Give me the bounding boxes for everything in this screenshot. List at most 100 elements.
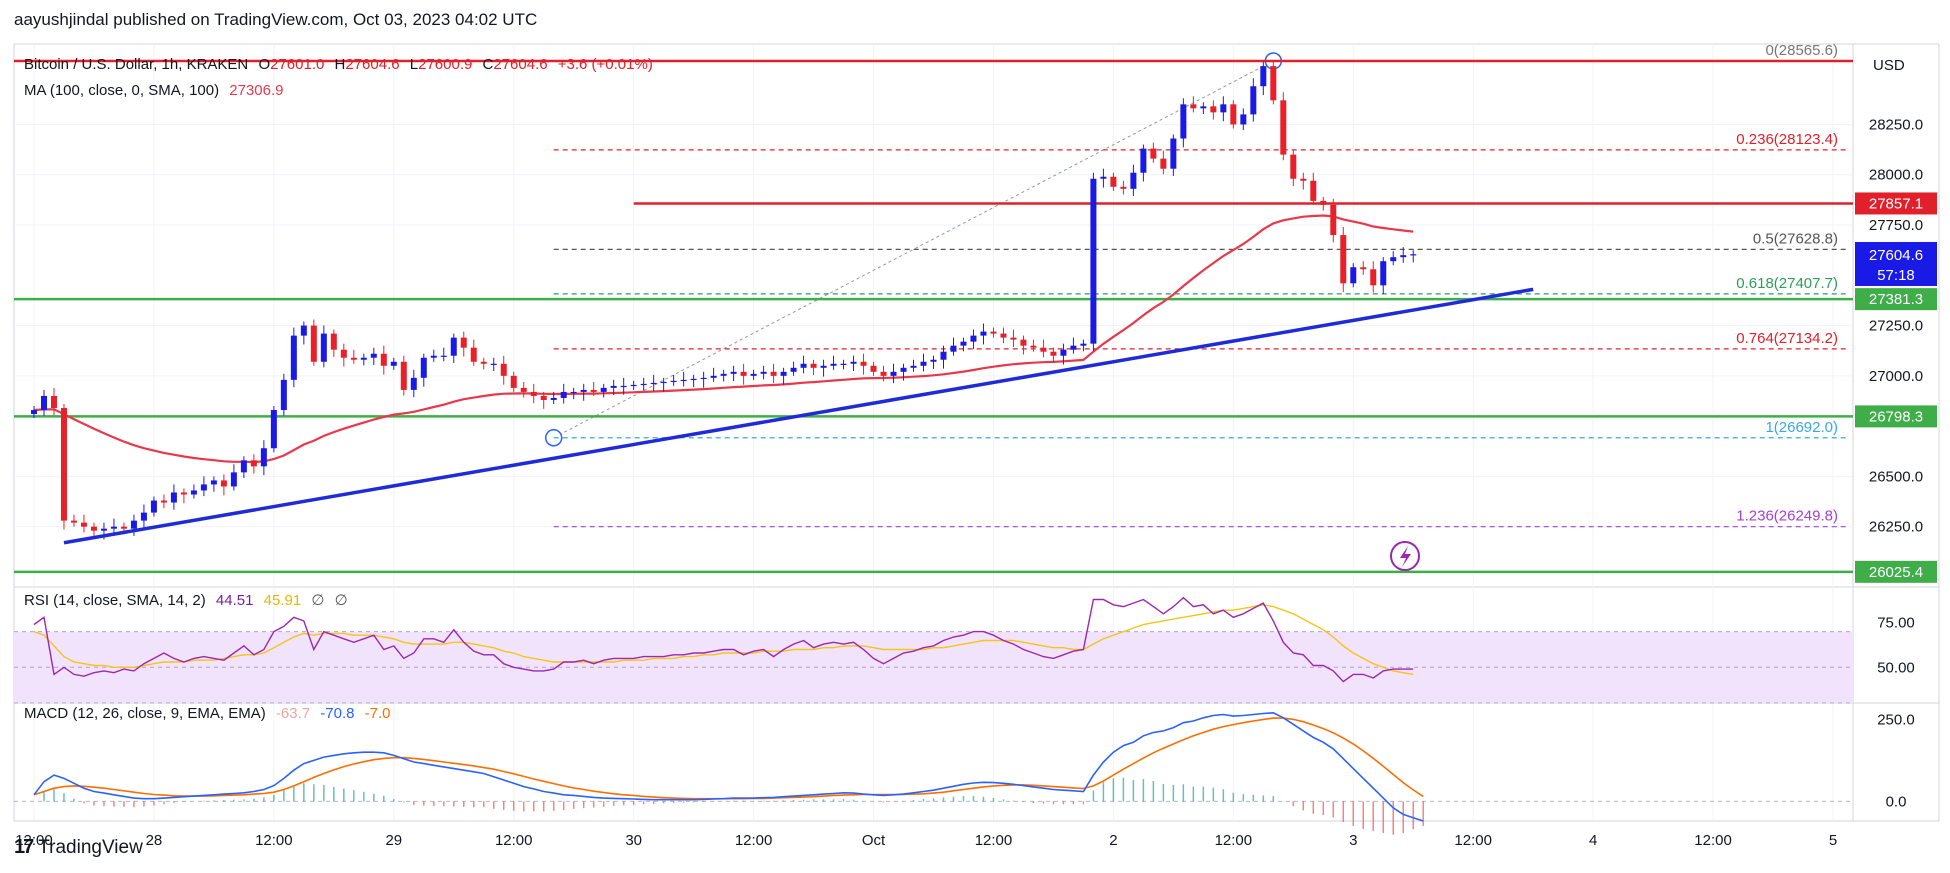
rsi-legend-extra2: ∅ bbox=[335, 592, 348, 609]
candle-up bbox=[110, 526, 117, 529]
candle-up bbox=[230, 472, 237, 487]
macd-legend: MACD (12, 26, close, 9, EMA, EMA) -63.7 … bbox=[24, 705, 391, 722]
macd-legend-signal: -7.0 bbox=[365, 705, 391, 722]
candle-down bbox=[1320, 200, 1327, 205]
tradingview-logo[interactable]: 17 TradingView bbox=[14, 836, 143, 859]
candle-up bbox=[690, 378, 697, 381]
rsi-ma-line bbox=[33, 604, 1414, 676]
candle-down bbox=[740, 371, 747, 376]
candle-down bbox=[480, 361, 487, 364]
time-tick-label: 3 bbox=[1349, 832, 1357, 849]
candle-down bbox=[460, 337, 467, 348]
candle-down bbox=[50, 395, 57, 409]
time-tick-label: 12:00 bbox=[255, 832, 293, 849]
rsi-legend: RSI (14, close, SMA, 14, 2) 44.51 45.91 … bbox=[24, 592, 348, 609]
candle-up bbox=[940, 351, 947, 360]
currency-label[interactable]: USD bbox=[1873, 57, 1905, 74]
candle-down bbox=[310, 325, 317, 362]
candle-up bbox=[1100, 176, 1107, 179]
macd-tick-label: 250.0 bbox=[1877, 711, 1915, 728]
candle-down bbox=[1020, 339, 1027, 346]
time-tick-label: 12:00 bbox=[1215, 832, 1253, 849]
candle-down bbox=[180, 492, 187, 495]
candle-up bbox=[1200, 106, 1207, 109]
candle-up bbox=[950, 345, 957, 352]
time-tick-label: 28 bbox=[146, 832, 163, 849]
candle-down bbox=[860, 361, 867, 366]
candle-down bbox=[1030, 345, 1037, 348]
candle-up bbox=[850, 361, 857, 364]
candle-up bbox=[900, 367, 907, 372]
candle-down bbox=[1280, 100, 1287, 155]
candle-down bbox=[1300, 178, 1307, 181]
candle-down bbox=[1270, 66, 1277, 101]
macd-signal-line bbox=[33, 717, 1424, 800]
candle-down bbox=[1290, 154, 1297, 179]
candle-up bbox=[710, 375, 717, 378]
candle-down bbox=[70, 520, 77, 523]
candle-down bbox=[880, 371, 887, 376]
candle-up bbox=[490, 363, 497, 365]
rsi-tick-label: 75.00 bbox=[1877, 615, 1915, 632]
low-label: L bbox=[410, 56, 418, 73]
candle-down bbox=[1310, 180, 1317, 201]
candle-up bbox=[620, 385, 627, 388]
time-tick-label: 12:00 bbox=[1694, 832, 1732, 849]
close-value: 27604.6 bbox=[493, 56, 547, 73]
candle-down bbox=[1210, 106, 1217, 113]
time-tick-label: 2 bbox=[1109, 832, 1117, 849]
ma-legend: MA (100, close, 0, SMA, 100) 27306.9 bbox=[24, 82, 284, 99]
high-value: 27604.6 bbox=[345, 56, 399, 73]
price-tick-label: 28250.0 bbox=[1869, 116, 1923, 133]
candles bbox=[30, 60, 1417, 540]
price-tick-label: 27750.0 bbox=[1869, 217, 1923, 234]
rsi-pane bbox=[33, 596, 1414, 683]
candle-up bbox=[1220, 104, 1227, 113]
rsi-legend-label: RSI (14, close, SMA, 14, 2) bbox=[24, 592, 206, 609]
axes: 12:00 28 12:00 29 12:00 30 12:00 Oct 12:00 2 12:00… bbox=[15, 116, 1923, 849]
candle-down bbox=[400, 361, 407, 390]
candle-up bbox=[1350, 267, 1357, 284]
moving-average bbox=[33, 214, 1414, 464]
candle-down bbox=[160, 500, 167, 503]
fib-level-label: 1.236(26249.8) bbox=[1736, 508, 1838, 525]
price-tick-label: 28000.0 bbox=[1869, 167, 1923, 184]
candle-down bbox=[530, 391, 537, 396]
candle-down bbox=[380, 353, 387, 366]
candle-up bbox=[760, 371, 767, 374]
candle-up bbox=[370, 353, 377, 358]
candle-up bbox=[820, 365, 827, 368]
candle-up bbox=[1070, 345, 1077, 350]
candle-up bbox=[190, 490, 197, 495]
candle-up bbox=[390, 361, 397, 366]
rsi-tick-label: 50.00 bbox=[1877, 659, 1915, 676]
trendline bbox=[63, 287, 1534, 545]
candle-up bbox=[790, 367, 797, 372]
macd-tick-label: 0.0 bbox=[1886, 793, 1907, 810]
candle-down bbox=[1160, 158, 1167, 169]
countdown-label: 57:18 bbox=[1877, 267, 1915, 284]
rsi-legend-extra1: ∅ bbox=[311, 592, 324, 609]
rsi-line bbox=[33, 596, 1414, 683]
fib-level-label: 1(26692.0) bbox=[1765, 419, 1838, 436]
symbol-label: Bitcoin / U.S. Dollar, 1h, KRAKEN bbox=[24, 56, 248, 73]
candle-down bbox=[1000, 333, 1007, 338]
fib-level-label: 0.236(28123.4) bbox=[1736, 131, 1838, 148]
level-badge-label: 26798.3 bbox=[1869, 408, 1923, 425]
candle-down bbox=[1330, 204, 1337, 236]
candle-up bbox=[640, 383, 647, 386]
level-badge bbox=[1855, 192, 1937, 215]
macd-pane bbox=[33, 711, 1424, 835]
time-tick-label: 29 bbox=[385, 832, 402, 849]
candle-up bbox=[1410, 254, 1417, 256]
candle-down bbox=[590, 389, 597, 392]
candle-up bbox=[430, 355, 437, 358]
candle-up bbox=[1390, 257, 1397, 262]
candle-up bbox=[560, 391, 567, 398]
candle-down bbox=[340, 349, 347, 358]
candle-down bbox=[1050, 351, 1057, 356]
lightning-icon[interactable] bbox=[1390, 541, 1420, 571]
high-label: H bbox=[335, 56, 346, 73]
candle-up bbox=[290, 335, 297, 380]
